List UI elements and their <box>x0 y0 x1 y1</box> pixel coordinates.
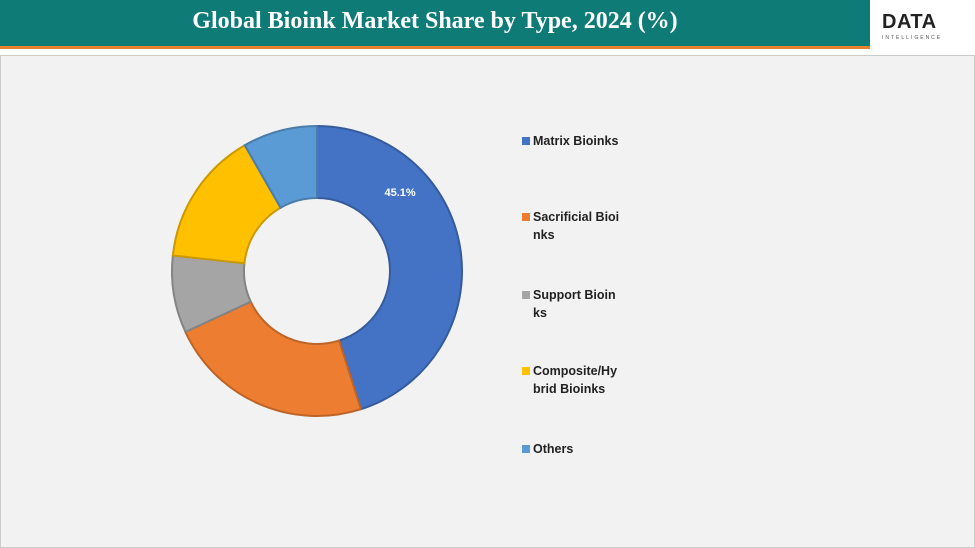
legend-item: Composite/Hybrid Bioinks <box>522 362 622 398</box>
header <box>0 0 870 49</box>
legend-item: Sacrificial Bioinks <box>522 208 622 244</box>
legend-item: Others <box>522 440 622 458</box>
legend-label: Matrix Bioinks <box>533 134 619 148</box>
legend-item: Matrix Bioinks <box>522 132 622 150</box>
donut-slice <box>243 124 318 210</box>
logo-text: DATA <box>882 11 937 33</box>
data-label: 45.1% <box>385 187 416 199</box>
legend-label: Others <box>533 442 574 456</box>
donut-slice <box>184 300 363 417</box>
legend-item: Support Bioinks <box>522 286 622 322</box>
plot-area <box>0 55 975 548</box>
logo-subtext: INTELLIGENCE <box>882 35 943 41</box>
legend-swatch <box>522 137 530 145</box>
legend-label: Sacrificial Bioinks <box>533 210 620 242</box>
legend-swatch <box>522 291 530 299</box>
chart-title: Global Bioink Market Share by Type, 2024… <box>192 8 678 34</box>
legend-label: Support Bioinks <box>533 288 616 320</box>
legend-swatch <box>522 367 530 375</box>
legend-label: Composite/Hybrid Bioinks <box>533 364 618 396</box>
donut-slice <box>316 124 463 411</box>
legend-swatch <box>522 445 530 453</box>
logo: DATA INTELLIGENCE <box>872 0 975 50</box>
legend-swatch <box>522 213 530 221</box>
